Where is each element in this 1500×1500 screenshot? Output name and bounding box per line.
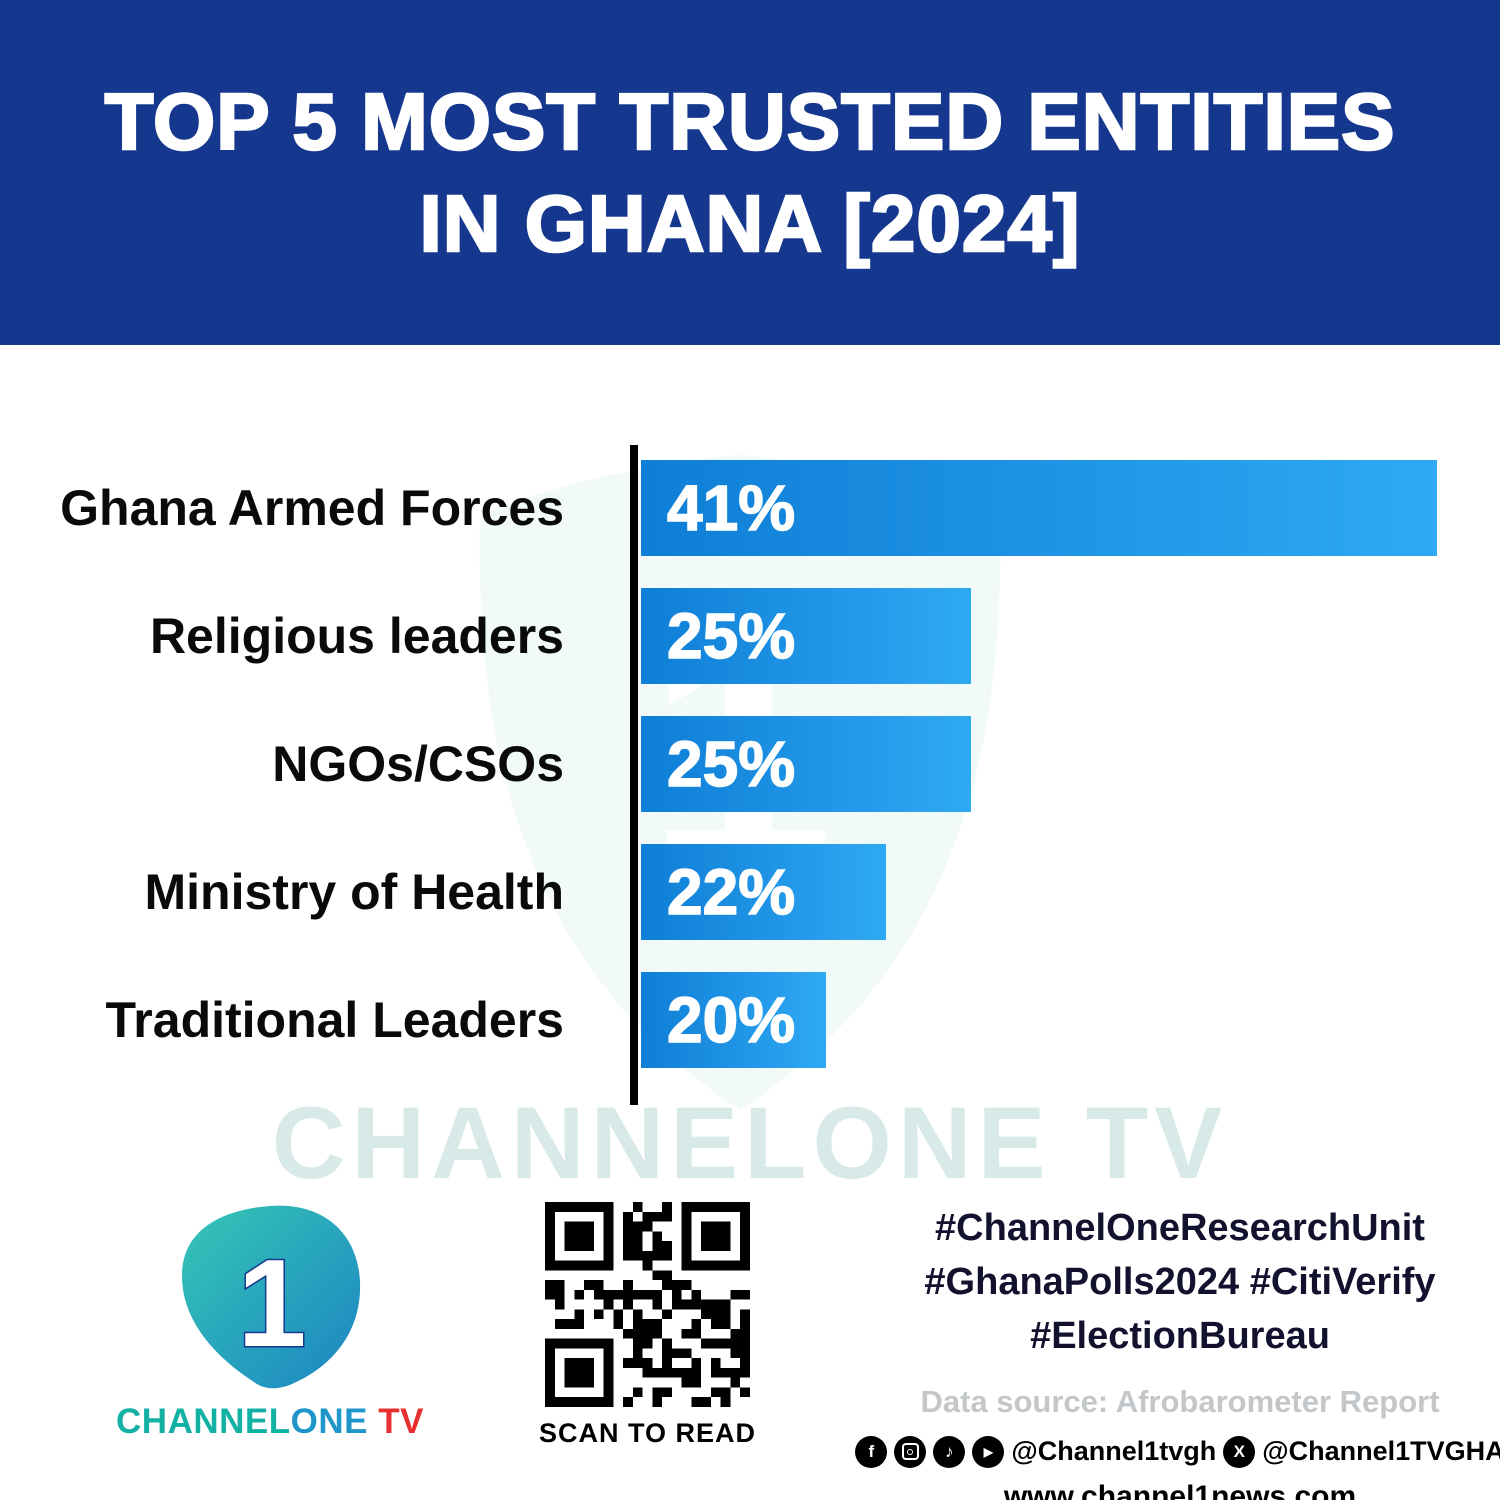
bar-row: NGOs/CSOs 25% [0,716,1500,812]
bar-row: Ghana Armed Forces 41% [0,460,1500,556]
page-title-line1: TOP 5 MOST TRUSTED ENTITIES [103,76,1396,167]
social-handle-1: @Channel1tvgh [1011,1436,1217,1467]
bar-value-label: 20% [666,983,796,1057]
tiktok-icon: ♪ [933,1435,966,1468]
social-row: f ♪ ▶ @Channel1tvgh X @Channel1TVGHA [855,1435,1500,1468]
facebook-icon: f [855,1435,888,1468]
x-icon: X [1223,1435,1256,1468]
instagram-icon [894,1435,927,1468]
category-label: Ghana Armed Forces [60,480,564,536]
hashtag-line: #ElectionBureau [1030,1314,1330,1357]
bar: 20% [641,972,826,1068]
youtube-icon: ▶ [972,1435,1005,1468]
bar: 22% [641,844,886,940]
bar-value-label: 25% [666,599,796,673]
channel-one-logo-icon: 1 [170,1198,370,1403]
wordmark-tv: TV [368,1402,424,1441]
logo-wordmark: CHANNELONE TV [110,1402,430,1442]
bar-value-label: 25% [666,727,796,801]
bar-area: 25% [641,588,1441,684]
category-label: NGOs/CSOs [272,736,564,792]
category-label: Religious leaders [149,608,564,664]
data-source-text: Data source: Afrobarometer Report [920,1383,1440,1419]
bar-area: 41% [641,460,1441,556]
qr-code [545,1202,750,1407]
wordmark-one: ONE [290,1402,368,1441]
bar-value-label: 41% [666,471,796,545]
chart-axis-line [630,445,638,1105]
website-url: www.channel1news.com [1003,1479,1357,1500]
bar-row: Religious leaders 25% [0,588,1500,684]
bar-chart: Ghana Armed Forces 41% Religious leaders… [0,445,1500,1105]
logo-digit: 1 [238,1235,307,1373]
bar-row: Traditional Leaders 20% [0,972,1500,1068]
hashtag-line: #GhanaPolls2024 #CitiVerify [924,1260,1436,1303]
bar: 25% [641,588,972,684]
header-banner: TOP 5 MOST TRUSTED ENTITIES IN GHANA [20… [0,0,1500,345]
social-handle-2: @Channel1TVGHA [1262,1436,1500,1467]
bar-row: Ministry of Health 22% [0,844,1500,940]
category-label: Traditional Leaders [105,992,564,1048]
bar-area: 20% [641,972,1441,1068]
bar: 41% [641,460,1437,556]
qr-caption: SCAN TO READ [538,1418,757,1448]
hashtag-line: #ChannelOneResearchUnit [935,1207,1425,1249]
page-title-line2: IN GHANA [2024] [418,177,1081,268]
footer: 1 CHANNELONE TV SCAN TO READ #ChannelOne… [0,1190,1500,1500]
bar-area: 22% [641,844,1441,940]
bar-area: 25% [641,716,1441,812]
brand-watermark: CHANNELONE TV [271,1086,1229,1200]
bar: 25% [641,716,972,812]
category-label: Ministry of Health [144,864,564,920]
bar-value-label: 22% [666,855,796,929]
footer-right-block: #ChannelOneResearchUnit #GhanaPolls2024 … [855,1202,1500,1500]
wordmark-channel: CHANNEL [116,1402,291,1441]
